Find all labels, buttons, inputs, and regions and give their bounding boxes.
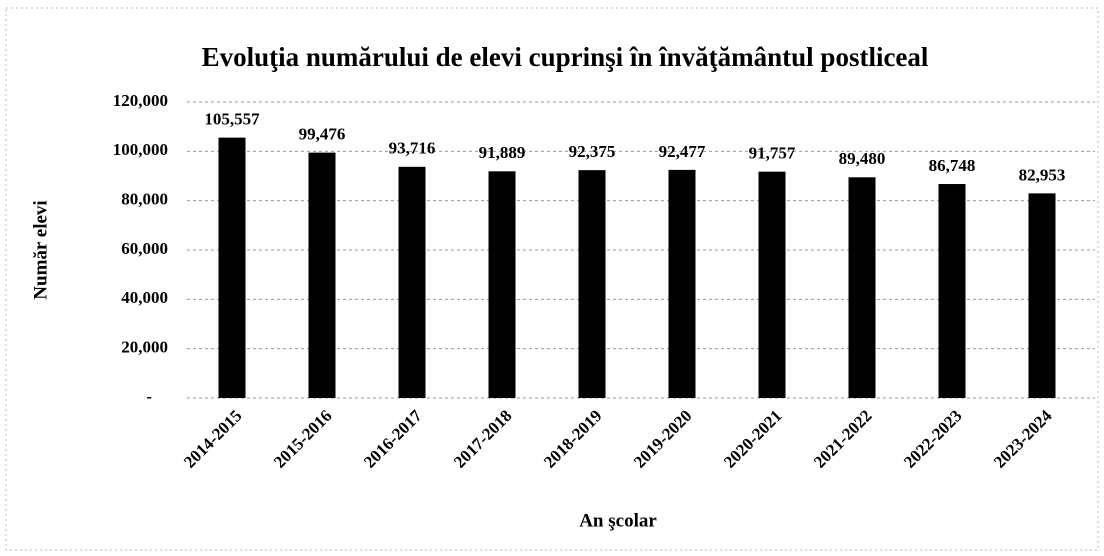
data-label: 92,477: [659, 142, 706, 161]
bar: [668, 169, 696, 398]
y-tick-label: 100,000: [113, 140, 168, 159]
data-label: 86,748: [929, 156, 976, 175]
data-label: 93,716: [389, 139, 436, 158]
data-label: 92,375: [569, 142, 616, 161]
bar: [848, 177, 876, 398]
x-axis-label: An şcolar: [579, 510, 657, 531]
data-label: 91,889: [479, 143, 526, 162]
bar: [758, 171, 786, 398]
x-tick-label: 2018-2019: [540, 406, 606, 472]
x-tick-label: 2019-2020: [630, 406, 696, 472]
x-tick-label: 2021-2022: [810, 406, 876, 472]
x-tick-label: 2014-2015: [180, 406, 246, 472]
frame: [5, 7, 1099, 551]
x-tick-label: 2017-2018: [450, 406, 516, 472]
bar: [1028, 193, 1056, 398]
data-label: 91,757: [749, 144, 796, 163]
x-tick-label: 2016-2017: [360, 406, 426, 472]
x-tick-label: 2023-2024: [990, 406, 1056, 472]
y-tick-label: 60,000: [121, 239, 168, 258]
bar: [578, 170, 606, 398]
x-tick-label: 2022-2023: [900, 406, 966, 472]
bar: [488, 171, 516, 398]
y-tick-label: 120,000: [113, 91, 168, 110]
bar: [308, 152, 336, 398]
y-tick-label: 40,000: [121, 288, 168, 307]
y-tick-label: -: [146, 387, 152, 406]
bar: [938, 184, 966, 398]
y-tick-label: 80,000: [121, 190, 168, 209]
data-label: 89,480: [839, 149, 886, 168]
y-axis-label: Număr elevi: [30, 200, 51, 299]
data-label: 82,953: [1019, 165, 1066, 184]
data-label: 105,557: [204, 110, 260, 129]
bar: [398, 166, 426, 398]
data-label: 99,476: [299, 125, 346, 144]
bar: [218, 137, 246, 398]
chart-title: Evoluţia numărului de elevi cuprinşi în …: [202, 42, 929, 72]
x-tick-label: 2015-2016: [270, 406, 336, 472]
y-tick-label: 20,000: [121, 338, 168, 357]
x-tick-label: 2020-2021: [720, 406, 786, 472]
